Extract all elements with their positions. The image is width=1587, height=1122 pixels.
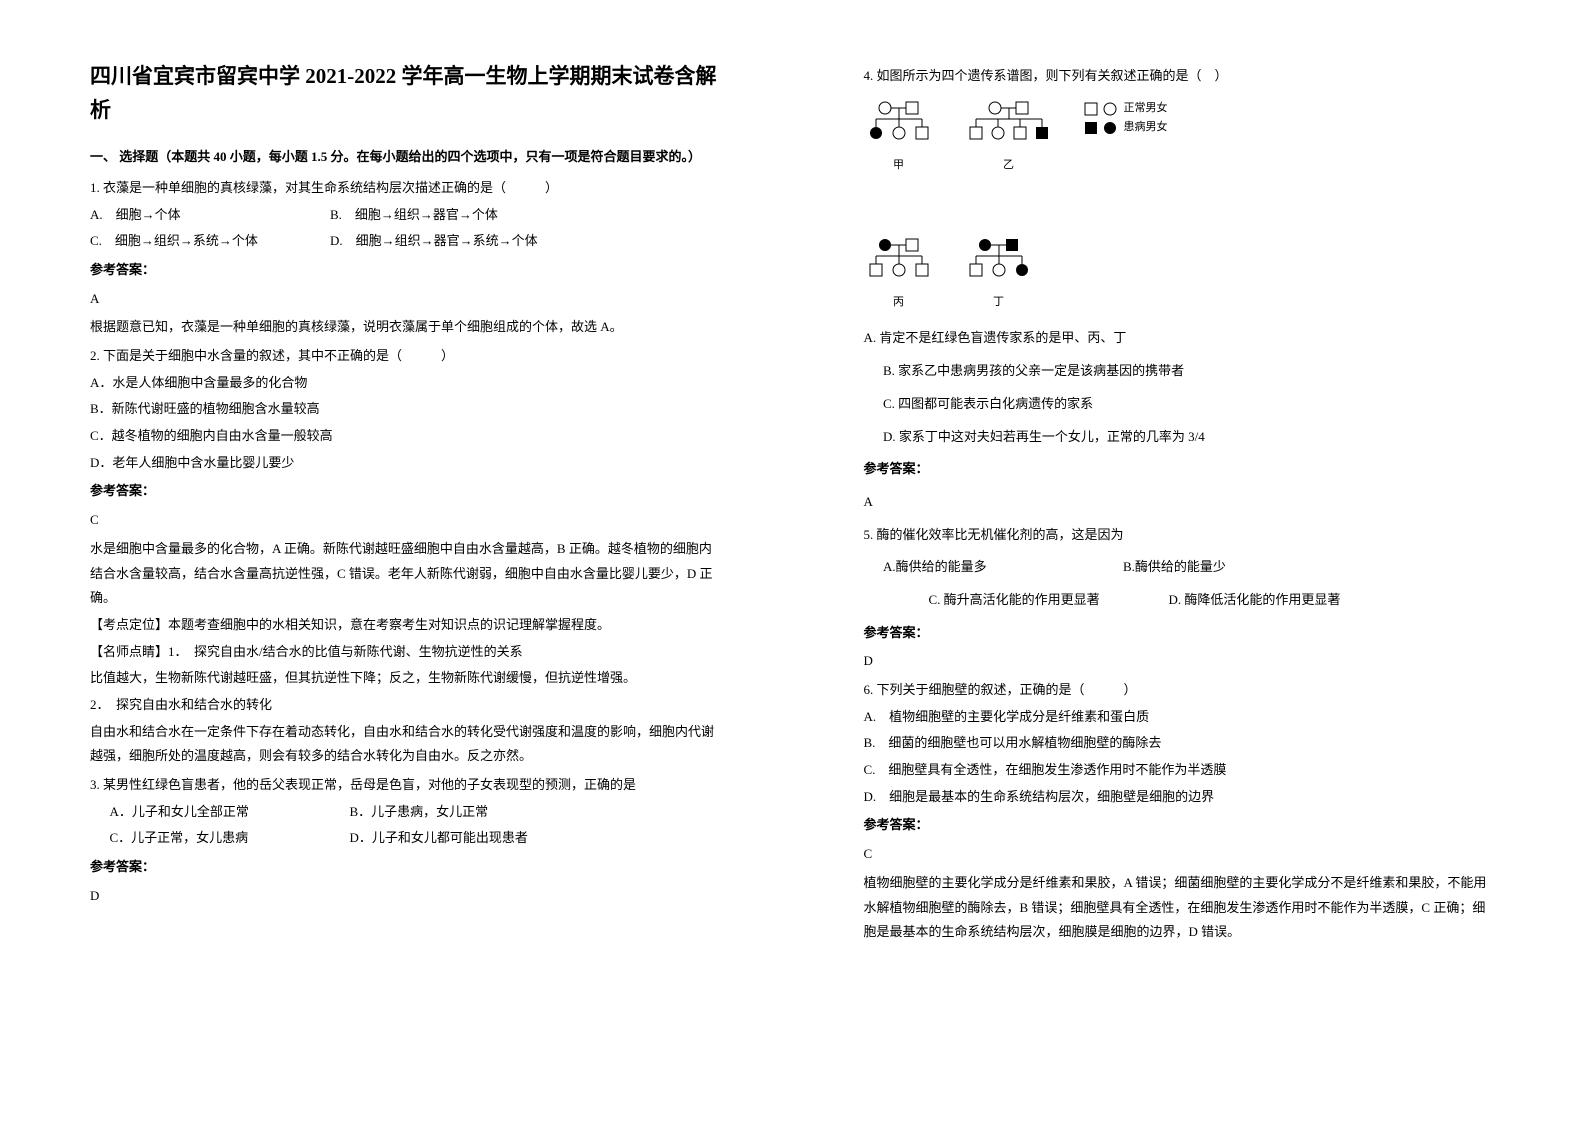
q1-answer: A — [90, 287, 724, 312]
q3-opt-d: D．儿子和女儿都可能出现患者 — [350, 826, 530, 851]
q4-opt-a: A. 肯定不是红绿色盲遗传家系的是甲、丙、丁 — [864, 326, 1498, 351]
q1-opt-a: A. 细胞→个体 — [90, 203, 270, 228]
right-column: 4. 如图所示为四个遗传系谱图，则下列有关叙述正确的是（ ） 甲 — [794, 0, 1587, 1122]
q6-stem: 6. 下列关于细胞壁的叙述，正确的是（ ） — [864, 678, 1498, 703]
q4-stem: 4. 如图所示为四个遗传系谱图，则下列有关叙述正确的是（ ） — [864, 64, 1498, 89]
q2-opt-d: D．老年人细胞中含水量比婴儿要少 — [90, 451, 724, 476]
q3-options-row2: C．儿子正常，女儿患病 D．儿子和女儿都可能出现患者 — [90, 826, 724, 851]
pedigree-ding-svg — [964, 236, 1034, 292]
pedigree-ding-label: 丁 — [993, 292, 1004, 313]
q2-opt-b: B．新陈代谢旺盛的植物细胞含水量较高 — [90, 397, 724, 422]
q1-options-row2: C. 细胞→组织→系统→个体 D. 细胞→组织→器官→系统→个体 — [90, 229, 724, 254]
legend-affected: 患病男女 — [1084, 118, 1168, 138]
pedigree-jia: 甲 — [864, 99, 934, 176]
q5-opt-d: D. 酶降低活化能的作用更显著 — [1169, 588, 1349, 613]
q2-answer-label: 参考答案： — [90, 479, 724, 504]
pedigree-ding: 丁 — [964, 236, 1034, 313]
q1-opt-d: D. 细胞→组织→器官→系统→个体 — [330, 229, 538, 254]
q5-answer-label: 参考答案： — [864, 621, 1498, 646]
pedigree-bing-label: 丙 — [893, 292, 904, 313]
q5-stem: 5. 酶的催化效率比无机催化剂的高，这是因为 — [864, 523, 1498, 548]
q2-exam-point: 【考点定位】本题考查细胞中的水相关知识，意在考察考生对知识点的识记理解掌握程度。 — [90, 613, 724, 638]
legend-affected-text: 患病男女 — [1124, 118, 1168, 138]
q4-opt-d: D. 家系丁中这对夫妇若再生一个女儿，正常的几率为 3/4 — [883, 425, 1497, 450]
legend-normal-icon — [1084, 102, 1118, 116]
legend-normal-text: 正常男女 — [1124, 99, 1168, 119]
q3-opt-b: B．儿子患病，女儿正常 — [350, 800, 530, 825]
q1-answer-label: 参考答案： — [90, 258, 724, 283]
q6-opt-b: B. 细菌的细胞壁也可以用水解植物细胞壁的酶除去 — [864, 731, 1498, 756]
q3-answer-label: 参考答案： — [90, 855, 724, 880]
q1-explanation: 根据题意已知，衣藻是一种单细胞的真核绿藻，说明衣藻属于单个细胞组成的个体，故选 … — [90, 315, 724, 340]
legend-affected-icon — [1084, 121, 1118, 135]
section-heading: 一、 选择题（本题共 40 小题，每小题 1.5 分。在每小题给出的四个选项中，… — [90, 145, 724, 170]
q2-answer: C — [90, 508, 724, 533]
q4-opt-b: B. 家系乙中患病男孩的父亲一定是该病基因的携带者 — [883, 359, 1497, 384]
pedigree-bing: 丙 — [864, 236, 934, 313]
q6-answer-label: 参考答案： — [864, 813, 1498, 838]
q3-options-row1: A．儿子和女儿全部正常 B．儿子患病，女儿正常 — [90, 800, 724, 825]
pedigree-bing-svg — [864, 236, 934, 292]
q3-opt-a: A．儿子和女儿全部正常 — [110, 800, 290, 825]
pedigree-legend: 正常男女 患病男女 — [1084, 99, 1168, 139]
q6-explanation: 植物细胞壁的主要化学成分是纤维素和果胶，A 错误；细菌细胞壁的主要化学成分不是纤… — [864, 871, 1498, 945]
q4-opt-c: C. 四图都可能表示白化病遗传的家系 — [883, 392, 1497, 417]
pedigree-yi: 乙 — [964, 99, 1054, 176]
pedigree-container: 甲 乙 — [864, 99, 1498, 313]
pedigree-yi-svg — [964, 99, 1054, 155]
q3-opt-c: C．儿子正常，女儿患病 — [110, 826, 290, 851]
q1-opt-b: B. 细胞→组织→器官→个体 — [330, 203, 510, 228]
q2-tip-1: 比值越大，生物新陈代谢越旺盛，但其抗逆性下降；反之，生物新陈代谢缓慢，但抗逆性增… — [90, 666, 724, 691]
q5-opt-b: B.酶供给的能量少 — [1123, 555, 1303, 580]
left-column: 四川省宜宾市留宾中学 2021-2022 学年高一生物上学期期末试卷含解析 一、… — [0, 0, 794, 1122]
q2-opt-a: A．水是人体细胞中含量最多的化合物 — [90, 371, 724, 396]
pedigree-jia-label: 甲 — [893, 155, 904, 176]
q5-opt-c: C. 酶升高活化能的作用更显著 — [929, 588, 1109, 613]
q2-tip-head-2: 2． 探究自由水和结合水的转化 — [90, 693, 724, 718]
q3-answer: D — [90, 884, 724, 909]
pedigree-yi-label: 乙 — [1003, 155, 1014, 176]
q5-opt-a: A.酶供给的能量多 — [883, 555, 1063, 580]
q1-stem: 1. 衣藻是一种单细胞的真核绿藻，对其生命系统结构层次描述正确的是（ ） — [90, 176, 724, 201]
q6-answer: C — [864, 842, 1498, 867]
q2-stem: 2. 下面是关于细胞中水含量的叙述，其中不正确的是（ ） — [90, 344, 724, 369]
q5-answer: D — [864, 649, 1498, 674]
q3-stem: 3. 某男性红绿色盲患者，他的岳父表现正常，岳母是色盲，对他的子女表现型的预测，… — [90, 773, 724, 798]
legend-normal: 正常男女 — [1084, 99, 1168, 119]
q2-opt-c: C．越冬植物的细胞内自由水含量一般较高 — [90, 424, 724, 449]
q2-explanation-1: 水是细胞中含量最多的化合物，A 正确。新陈代谢越旺盛细胞中自由水含量越高，B 正… — [90, 537, 724, 611]
q1-opt-c: C. 细胞→组织→系统→个体 — [90, 229, 270, 254]
q5-options-row2: C. 酶升高活化能的作用更显著 D. 酶降低活化能的作用更显著 — [864, 588, 1498, 613]
q2-tip-head-1: 【名师点睛】1． 探究自由水/结合水的比值与新陈代谢、生物抗逆性的关系 — [90, 640, 724, 665]
q6-opt-c: C. 细胞壁具有全透性，在细胞发生渗透作用时不能作为半透膜 — [864, 758, 1498, 783]
q1-options-row1: A. 细胞→个体 B. 细胞→组织→器官→个体 — [90, 203, 724, 228]
q6-opt-a: A. 植物细胞壁的主要化学成分是纤维素和蛋白质 — [864, 705, 1498, 730]
q4-answer: A — [864, 490, 1498, 515]
q2-tip-2: 自由水和结合水在一定条件下存在着动态转化，自由水和结合水的转化受代谢强度和温度的… — [90, 720, 724, 769]
pedigree-jia-svg — [864, 99, 934, 155]
q4-answer-label: 参考答案： — [864, 457, 1498, 482]
document-title: 四川省宜宾市留宾中学 2021-2022 学年高一生物上学期期末试卷含解析 — [90, 60, 724, 127]
q5-options-row1: A.酶供给的能量多 B.酶供给的能量少 — [864, 555, 1498, 580]
q6-opt-d: D. 细胞是最基本的生命系统结构层次，细胞壁是细胞的边界 — [864, 785, 1498, 810]
